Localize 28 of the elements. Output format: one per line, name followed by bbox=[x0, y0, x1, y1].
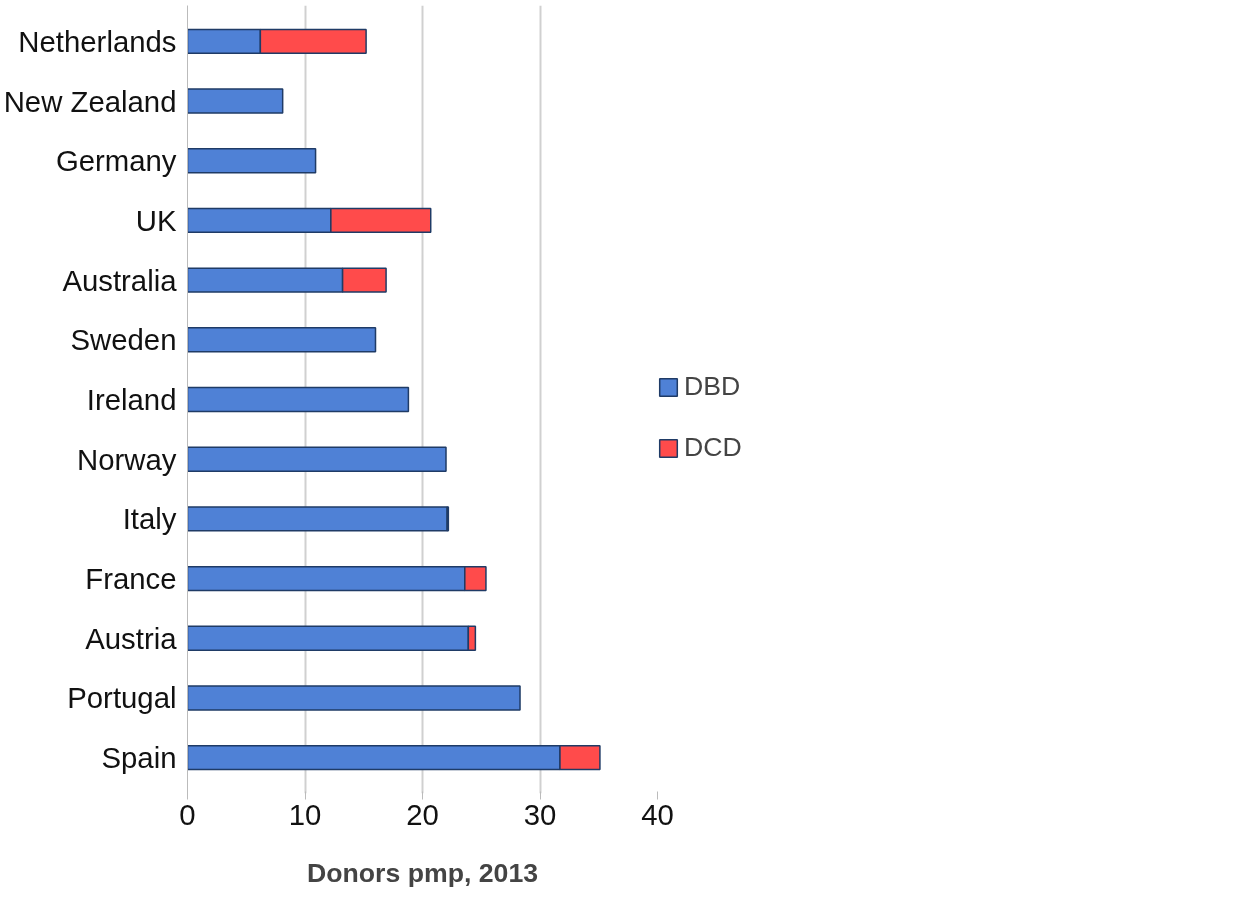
y-tick-label: Norway bbox=[77, 442, 177, 476]
y-tick-label: Portugal bbox=[67, 681, 177, 715]
bar bbox=[187, 506, 448, 532]
bar bbox=[187, 386, 410, 413]
bar bbox=[187, 327, 377, 353]
legend-label: DCD bbox=[684, 432, 742, 463]
bar bbox=[187, 685, 521, 711]
y-tick-label: Austria bbox=[85, 621, 178, 655]
y-tick-label: Italy bbox=[122, 502, 177, 536]
y-tick-label: Germany bbox=[55, 144, 177, 178]
y-tick-label: Ireland bbox=[86, 383, 177, 416]
bar bbox=[187, 148, 317, 174]
x-tick-label: 20 bbox=[406, 797, 439, 831]
y-tick-label: France bbox=[85, 562, 177, 596]
y-tick-label: Netherlands bbox=[18, 24, 177, 58]
y-tick-label: Spain bbox=[101, 741, 177, 775]
x-tick-label: 30 bbox=[523, 797, 557, 831]
bar bbox=[187, 88, 284, 114]
legend-label: DBD bbox=[684, 371, 741, 402]
x-tick-label: 0 bbox=[179, 797, 196, 831]
x-tick-label: 40 bbox=[641, 797, 674, 831]
y-tick-label: UK bbox=[135, 203, 177, 237]
x-axis-title: Donors pmp, 2013 bbox=[306, 857, 539, 888]
y-tick-label: New Zealand bbox=[3, 84, 177, 118]
x-tick-label: 10 bbox=[288, 797, 322, 831]
y-tick-label: Sweden bbox=[70, 323, 177, 357]
bar bbox=[187, 446, 447, 472]
y-tick-label: Australia bbox=[62, 263, 178, 297]
